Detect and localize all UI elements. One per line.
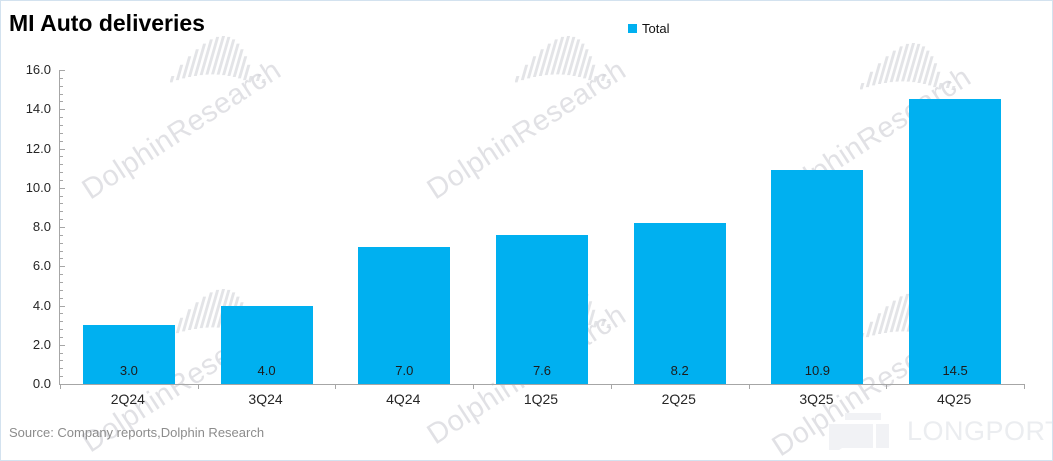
source-note: Source: Company reports,Dolphin Research [9,425,265,440]
y-axis-tick [60,274,63,276]
y-axis-tick [60,360,63,362]
y-axis-tick-label: 16.0 [25,62,51,77]
bar-value-label: 10.9 [804,363,831,378]
y-axis-tick [60,172,63,173]
bar-3q25: 10.9 [771,170,864,384]
y-axis-tick [60,344,65,346]
x-axis-tick [748,384,750,389]
y-axis-tick [60,195,63,197]
y-axis-tick [60,219,63,221]
y-axis-tick [60,289,63,291]
plot-area: 3.0 4.0 7.0 7.6 8.2 10.9 14.5 [59,70,1025,389]
longport-logo-text: LONGPORT [907,415,1053,446]
x-axis-tick [197,384,199,389]
x-axis-category-label: 3Q25 [799,391,834,407]
y-axis-tick [60,124,63,126]
y-axis-tick [60,352,63,354]
bar-4q25: 14.5 [909,99,1002,384]
y-axis-tick-label: 14.0 [25,101,51,117]
y-axis-tick [60,227,65,228]
y-axis-tick-label: 8.0 [32,219,51,234]
y-axis-tick [60,336,63,338]
y-axis-tick [60,258,63,260]
y-axis-tick [60,376,63,378]
bar-value-label: 14.5 [942,363,968,378]
x-axis-tick [60,384,61,389]
y-axis-tick-label: 4.0 [32,297,51,313]
x-axis-category-label: 4Q24 [386,391,421,407]
bar-2q25: 8.2 [633,223,726,384]
chart-title: MI Auto deliveries [9,10,205,36]
y-axis-tick [60,211,63,213]
bar-value-label: 3.0 [119,363,138,378]
x-axis-tick [1024,384,1025,389]
y-axis-tick [60,313,63,315]
y-axis-tick [60,132,63,134]
y-axis-tick [60,140,63,142]
y-axis-tick-label: 10.0 [25,179,51,195]
x-axis-category-label: 3Q24 [248,391,283,407]
bar-2q24: 3.0 [82,325,175,384]
y-axis-tick [60,368,63,370]
bar-value-label: 7.0 [395,363,414,378]
x-axis-category-label: 2Q25 [661,391,696,407]
y-axis-tick [60,93,63,95]
legend: Total [628,21,669,36]
x-axis-category-label: 4Q25 [937,391,972,407]
y-axis-tick [60,187,65,189]
y-axis-tick [60,281,63,283]
x-axis-category-label: 1Q25 [523,391,559,407]
y-axis-tick [60,85,63,87]
y-axis-tick [60,77,63,79]
y-axis-tick [60,242,63,244]
y-axis-tick [60,70,65,71]
y-axis-tick [60,234,63,236]
y-axis-tick [60,329,63,331]
y-axis-tick [60,179,63,181]
y-axis-tick [60,109,65,111]
x-axis-tick [473,384,475,389]
y-axis-tick [60,250,63,252]
x-axis-tick [610,384,612,389]
y-axis-tick [60,148,65,150]
bar-value-label: 8.2 [670,363,689,378]
bar-value-label: 7.6 [532,363,552,378]
x-axis-tick [886,384,888,389]
longport-brand: LONGPORT [829,412,1053,450]
y-axis-tick [60,266,65,268]
y-axis-tick-label: 12.0 [25,140,51,156]
bar-value-label: 4.0 [257,363,276,378]
y-axis-tick [60,297,63,299]
y-axis-tick [60,305,65,307]
bar-3q24: 4.0 [220,305,313,384]
x-axis-tick [335,384,337,389]
legend-swatch-total [628,24,637,33]
y-axis-tick [60,321,63,323]
y-axis-tick-label: 6.0 [32,258,51,274]
y-axis-tick [60,101,63,103]
y-axis-tick-label: 0.0 [32,376,51,391]
y-axis-tick [60,164,63,166]
longport-logo-icon [829,413,889,450]
y-axis-tick [60,117,63,119]
x-axis-category-label: 2Q24 [110,391,145,407]
y-axis-tick-label: 2.0 [32,336,51,352]
legend-label: Total [642,21,670,36]
bar-4q24: 7.0 [358,246,451,384]
bar-1q25: 7.6 [496,234,588,384]
y-axis-tick [60,203,63,205]
y-axis-tick [60,156,63,158]
